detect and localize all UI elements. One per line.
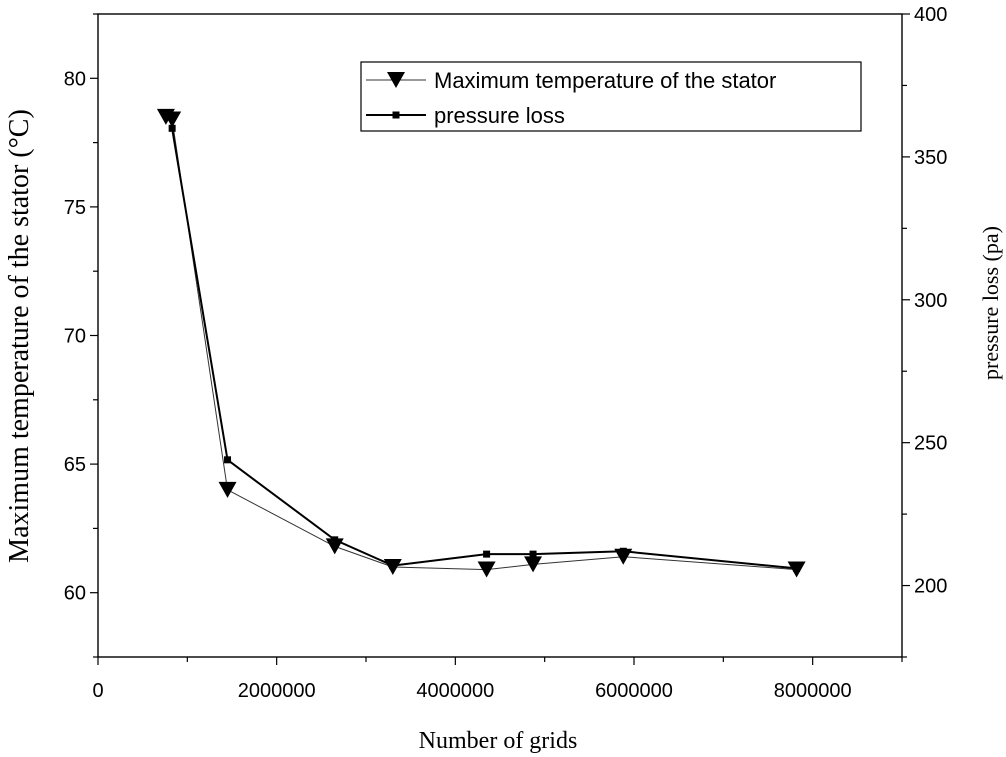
legend-label-temperature: Maximum temperature of the stator (434, 68, 776, 93)
y-right-tick-label: 250 (914, 433, 947, 455)
temperature-data-point (325, 538, 344, 555)
temperature-data-point (524, 556, 543, 573)
x-axis: 0 2000000 4000000 6000000 8000000 (92, 657, 903, 702)
y-right-tick-label: 400 (914, 4, 947, 26)
legend-box (360, 61, 862, 132)
temperature-data-point (477, 561, 496, 578)
y-left-tick-label: 80 (64, 68, 86, 90)
temperature-data-point (218, 481, 237, 498)
pressure-data-point (483, 550, 491, 558)
y-axis-left-title: Maximum temperature of the stator (°C) (4, 109, 35, 563)
y-left-tick-label: 60 (64, 583, 86, 605)
x-axis-title: Number of grids (419, 728, 578, 754)
pressure-data-point (793, 564, 801, 572)
x-tick-label: 2000000 (238, 680, 316, 702)
y-left-tick-label: 65 (64, 454, 86, 476)
y-axis-right: 200 250 300 350 400 (902, 4, 947, 658)
temperature-data-point (614, 548, 633, 565)
x-tick-label: 4000000 (416, 680, 494, 702)
x-tick-label: 6000000 (595, 680, 673, 702)
legend-marker-pressure (392, 111, 400, 119)
y-right-tick-label: 200 (914, 576, 947, 598)
y-axis-left: 60 65 70 75 80 (64, 13, 98, 658)
series-markers (156, 108, 806, 578)
y-left-tick-label: 70 (64, 326, 86, 348)
pressure-data-point (331, 536, 339, 544)
pressure-data-point (224, 456, 232, 464)
y-axis-right-title: pressure loss (pa) (978, 226, 1003, 380)
y-right-tick-label: 350 (914, 147, 947, 169)
y-right-tick-label: 300 (914, 290, 947, 312)
pressure-data-point (389, 562, 397, 570)
temperature-series-line (165, 116, 797, 571)
temperature-data-point (163, 111, 182, 128)
x-tick-label: 8000000 (774, 680, 852, 702)
pressure-series-line (171, 128, 797, 570)
pressure-data-point (168, 124, 176, 132)
legend-label-pressure: pressure loss (434, 103, 565, 128)
legend: Maximum temperature of the stator pressu… (360, 61, 862, 132)
pressure-data-point (619, 547, 627, 555)
x-tick-label: 0 (92, 680, 103, 702)
y-left-tick-label: 75 (64, 197, 86, 219)
legend-marker-temperature (387, 72, 405, 88)
pressure-data-point (529, 550, 537, 558)
series-lines (165, 116, 797, 571)
